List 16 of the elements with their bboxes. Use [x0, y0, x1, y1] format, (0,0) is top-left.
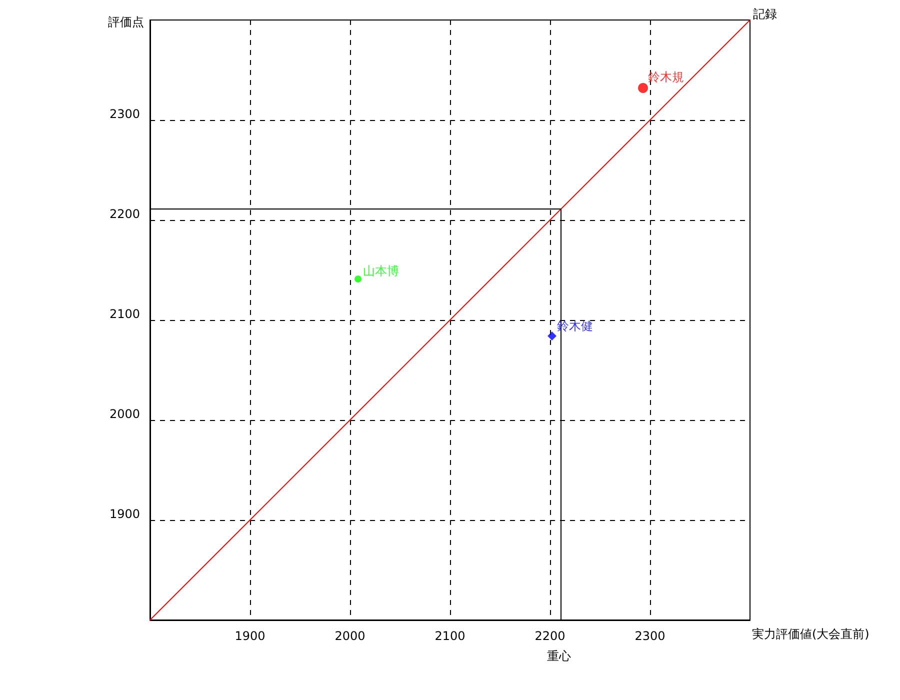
series-label: 山本博 [363, 264, 399, 278]
x-tick-label: 2100 [434, 629, 466, 643]
x-tick-label: 2200 [534, 629, 566, 643]
y-tick-label: 1900 [109, 507, 140, 521]
y-tick-label: 2100 [109, 307, 140, 321]
y-tick-label: 2200 [109, 207, 140, 221]
text: 重心 [547, 649, 571, 663]
x-tick-label: 2300 [634, 629, 666, 643]
y-axis-title: 評価点 [108, 15, 144, 29]
x-axis-title: 実力評価値(大会直前) [752, 627, 870, 641]
x-tick-label: 1900 [234, 629, 266, 643]
annotation: 記録 [753, 7, 777, 21]
y-tick-label: 2300 [109, 107, 140, 121]
y-tick-label: 2000 [109, 407, 140, 421]
series-label: 鈴木規 [648, 70, 684, 84]
x-tick-label: 2000 [334, 629, 366, 643]
